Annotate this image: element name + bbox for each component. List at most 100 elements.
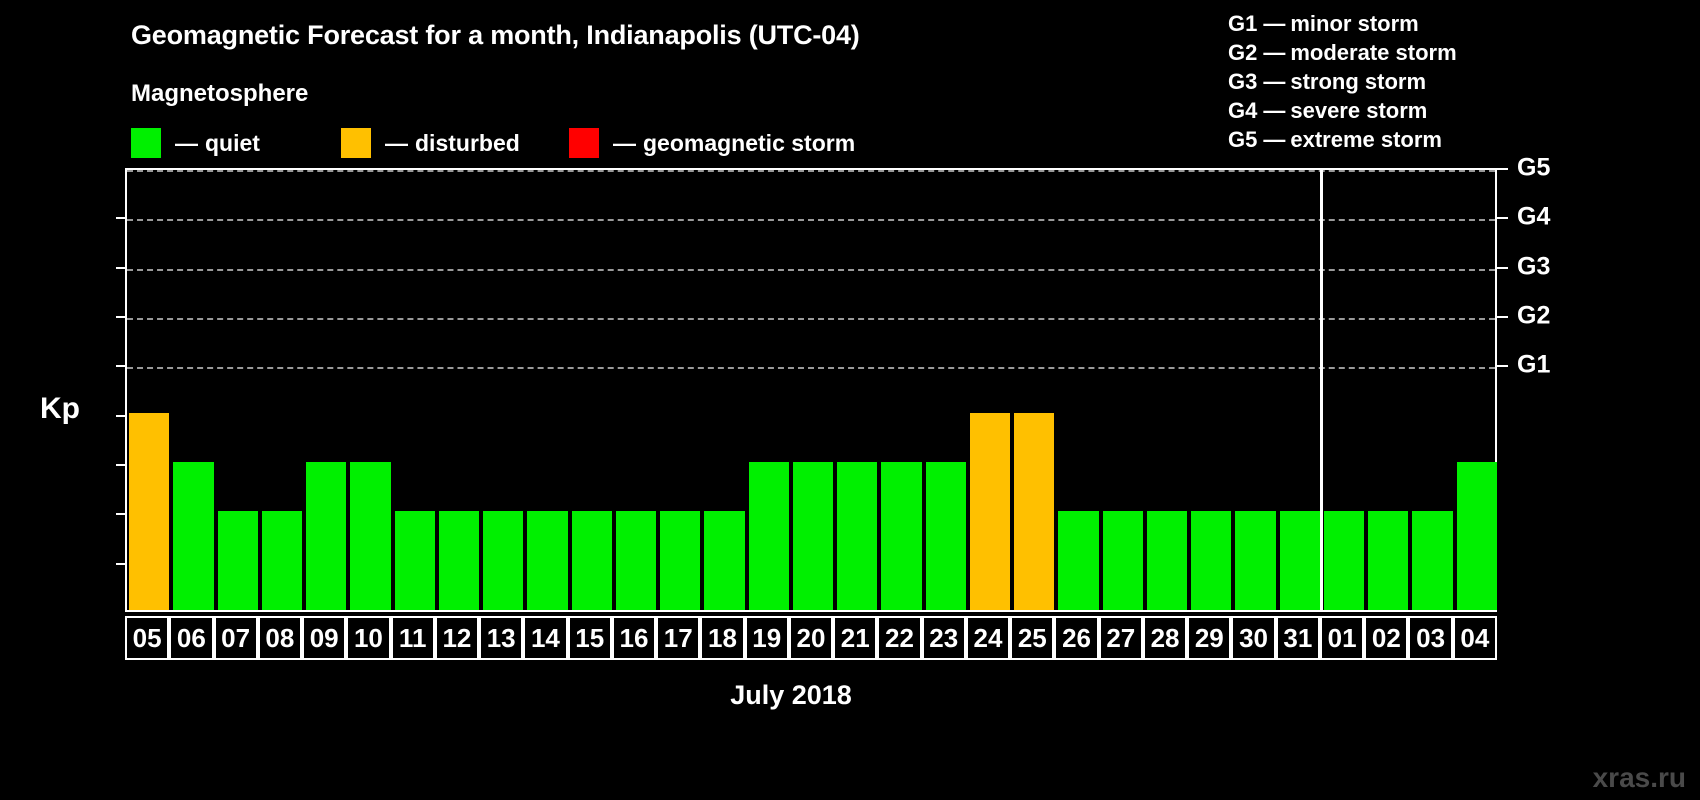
date-label-01[interactable]: 01 — [1319, 616, 1365, 660]
date-label-31[interactable]: 31 — [1275, 616, 1320, 660]
date-label-03[interactable]: 03 — [1408, 616, 1453, 660]
g-scale-description: severe storm — [1290, 98, 1428, 123]
date-label-text: 16 — [619, 623, 649, 653]
bar-16[interactable] — [615, 511, 657, 610]
bar-27[interactable] — [1102, 511, 1143, 610]
date-label-text: 22 — [885, 623, 914, 653]
g-scale-description: moderate storm — [1290, 40, 1457, 65]
bar-03[interactable] — [1412, 511, 1453, 610]
date-label-26[interactable]: 26 — [1054, 616, 1099, 660]
date-label-text: 06 — [176, 623, 206, 653]
bar-30[interactable] — [1235, 511, 1276, 610]
g-scale-row-g4: G4— severe storm — [1228, 98, 1457, 127]
date-label-14[interactable]: 14 — [523, 616, 568, 660]
bar-21[interactable] — [837, 462, 878, 610]
date-label-11[interactable]: 11 — [390, 616, 435, 660]
bar-24[interactable] — [969, 412, 1011, 610]
bar-22[interactable] — [881, 462, 922, 610]
date-label-text: 25 — [1017, 623, 1047, 653]
date-label-04[interactable]: 04 — [1452, 616, 1497, 660]
g-scale-dash: — — [1263, 11, 1286, 36]
legend-item-storm: — geomagnetic storm — [569, 128, 855, 158]
bar-25[interactable] — [1014, 412, 1055, 610]
date-label-text: 12 — [442, 623, 472, 653]
date-label-text: 18 — [708, 623, 737, 653]
watermark: xras.ru — [1592, 762, 1686, 793]
date-label-24[interactable]: 24 — [965, 616, 1011, 660]
date-label-18[interactable]: 18 — [700, 616, 745, 660]
bar-04[interactable] — [1456, 462, 1497, 610]
bar-20[interactable] — [792, 462, 834, 610]
bar-28[interactable] — [1146, 511, 1188, 610]
date-label-16[interactable]: 16 — [611, 616, 657, 660]
date-label-08[interactable]: 08 — [257, 616, 303, 660]
date-label-15[interactable]: 15 — [567, 616, 612, 660]
date-label-19[interactable]: 19 — [744, 616, 789, 660]
g-scale-row-g5: G5— extreme storm — [1228, 127, 1457, 156]
g-tick-mark-g5 — [1497, 168, 1508, 170]
date-label-09[interactable]: 09 — [302, 616, 347, 660]
page-title: Geomagnetic Forecast for a month, Indian… — [131, 20, 860, 50]
bar-23[interactable] — [925, 462, 966, 610]
y-tick-mark-5 — [116, 365, 127, 368]
bar-01[interactable] — [1323, 511, 1365, 610]
bar-05[interactable] — [129, 412, 170, 610]
bar-11[interactable] — [394, 511, 435, 610]
bar-07[interactable] — [217, 511, 258, 610]
g-scale-row-g3: G3— strong storm — [1228, 69, 1457, 98]
date-label-07[interactable]: 07 — [213, 616, 258, 660]
date-label-17[interactable]: 17 — [656, 616, 701, 660]
date-label-22[interactable]: 22 — [877, 616, 922, 660]
bar-18[interactable] — [704, 511, 745, 610]
g-scale-description: strong storm — [1290, 69, 1427, 94]
bar-29[interactable] — [1191, 511, 1232, 610]
bar-12[interactable] — [438, 511, 480, 610]
date-label-text: 15 — [575, 623, 605, 653]
bar-17[interactable] — [660, 511, 701, 610]
date-label-05[interactable]: 05 — [125, 616, 170, 660]
legend-label-disturbed: disturbed — [415, 129, 520, 156]
date-label-text: 04 — [1460, 623, 1490, 653]
bar-13[interactable] — [483, 511, 524, 610]
bar-08[interactable] — [261, 511, 303, 610]
date-label-text: 09 — [309, 623, 339, 653]
month-separator-line — [1320, 170, 1324, 610]
bar-10[interactable] — [350, 462, 391, 610]
bar-02[interactable] — [1368, 511, 1409, 610]
g-scale-row-g2: G2— moderate storm — [1228, 40, 1457, 69]
date-label-29[interactable]: 29 — [1187, 616, 1232, 660]
date-label-text: 29 — [1194, 623, 1224, 653]
date-label-12[interactable]: 12 — [434, 616, 480, 660]
date-label-25[interactable]: 25 — [1010, 616, 1055, 660]
date-label-06[interactable]: 06 — [169, 616, 214, 660]
date-label-28[interactable]: 28 — [1142, 616, 1188, 660]
bar-14[interactable] — [527, 511, 568, 610]
date-label-10[interactable]: 10 — [346, 616, 391, 660]
y-tick-mark-7 — [116, 266, 127, 269]
date-label-30[interactable]: 30 — [1231, 616, 1276, 660]
date-label-21[interactable]: 21 — [833, 616, 878, 660]
date-label-13[interactable]: 13 — [479, 616, 524, 660]
section-subtitle: Magnetosphere — [131, 80, 309, 107]
date-label-23[interactable]: 23 — [921, 616, 966, 660]
date-label-text: 01 — [1327, 623, 1357, 653]
y-tick-mark-8 — [116, 217, 127, 220]
bar-19[interactable] — [748, 462, 789, 610]
date-label-27[interactable]: 27 — [1098, 616, 1143, 660]
date-label-02[interactable]: 02 — [1364, 616, 1409, 660]
plot-inner — [127, 170, 1497, 610]
bar-31[interactable] — [1279, 511, 1320, 610]
bar-26[interactable] — [1058, 511, 1099, 610]
y-tick-mark-1 — [116, 562, 127, 565]
bar-15[interactable] — [571, 511, 612, 610]
gridline-kp-7 — [127, 268, 1495, 271]
date-label-text: 30 — [1239, 623, 1269, 653]
date-label-text: 21 — [840, 623, 870, 653]
g-scale-code: G1 — [1228, 11, 1258, 36]
date-label-20[interactable]: 20 — [788, 616, 834, 660]
y-tick-mark-2 — [116, 513, 127, 516]
g-tick-mark-g2 — [1497, 316, 1508, 318]
date-label-text: 31 — [1283, 623, 1313, 653]
bar-09[interactable] — [306, 462, 347, 610]
bar-06[interactable] — [173, 462, 214, 610]
